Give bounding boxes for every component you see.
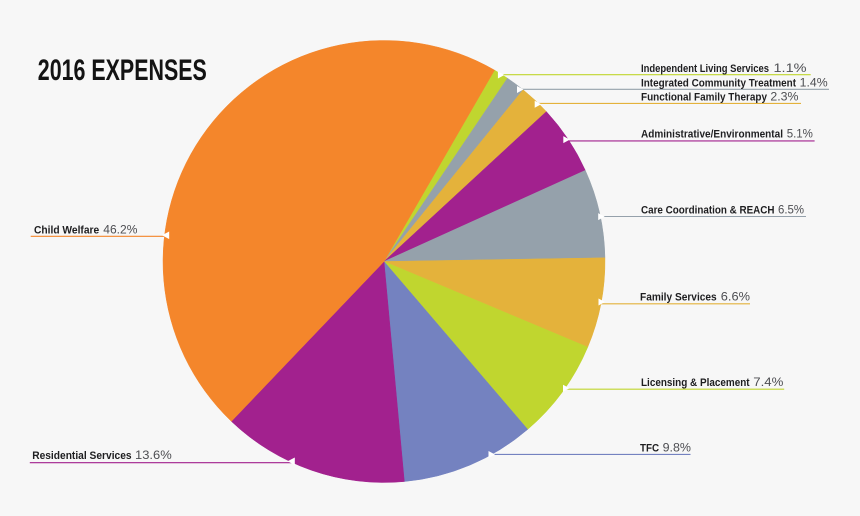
svg-text:5.1%: 5.1% xyxy=(787,128,813,140)
svg-text:1.4%: 1.4% xyxy=(800,78,828,90)
svg-text:Independent Living Services: Independent Living Services xyxy=(641,63,769,75)
svg-text:Residential Services: Residential Services xyxy=(32,450,131,462)
svg-text:Integrated Community Treatment: Integrated Community Treatment xyxy=(641,78,796,90)
svg-text:Family Services: Family Services xyxy=(640,292,717,304)
svg-text:6.6%: 6.6% xyxy=(721,292,750,304)
svg-text:TFC: TFC xyxy=(640,443,659,455)
svg-text:2016 EXPENSES: 2016 EXPENSES xyxy=(38,54,207,87)
svg-text:Administrative/Environmental: Administrative/Environmental xyxy=(641,128,783,140)
svg-text:Care Coordination & REACH: Care Coordination & REACH xyxy=(641,205,775,217)
svg-text:46.2%: 46.2% xyxy=(103,224,137,236)
svg-text:Functional Family Therapy: Functional Family Therapy xyxy=(641,92,768,104)
svg-text:2.3%: 2.3% xyxy=(770,92,798,104)
svg-text:7.4%: 7.4% xyxy=(753,377,783,389)
svg-text:1.1%: 1.1% xyxy=(774,63,807,75)
svg-text:Child Welfare: Child Welfare xyxy=(34,224,99,236)
svg-text:6.5%: 6.5% xyxy=(778,205,804,217)
svg-text:Licensing & Placement: Licensing & Placement xyxy=(641,377,750,389)
svg-text:9.8%: 9.8% xyxy=(663,443,691,455)
svg-text:13.6%: 13.6% xyxy=(135,450,172,462)
